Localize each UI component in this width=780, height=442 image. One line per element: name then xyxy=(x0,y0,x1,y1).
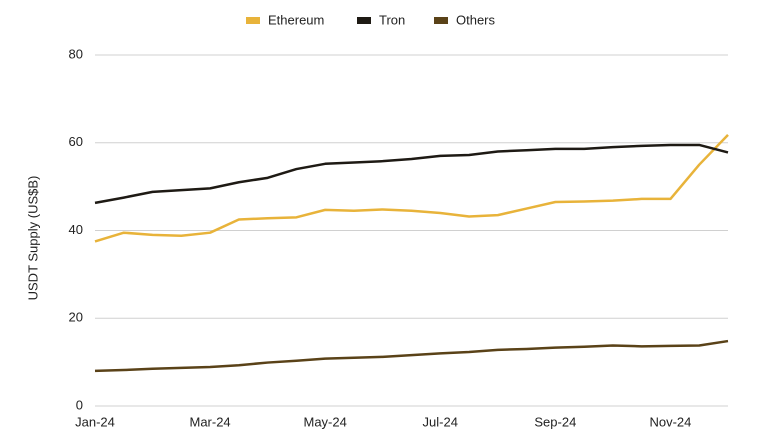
y-tick-label: 60 xyxy=(69,134,83,149)
legend-label: Tron xyxy=(379,12,405,27)
y-tick-label: 20 xyxy=(69,310,83,325)
legend-swatch xyxy=(246,17,260,24)
y-tick-label: 80 xyxy=(69,46,83,61)
legend-swatch xyxy=(434,17,448,24)
line xyxy=(94,339,729,373)
legend-label: Others xyxy=(456,12,496,27)
line xyxy=(94,143,729,205)
legend-label: Ethereum xyxy=(268,12,324,27)
x-tick-label: Mar-24 xyxy=(189,414,230,429)
y-tick-label: 40 xyxy=(69,222,83,237)
line xyxy=(94,133,729,243)
x-tick-label: Sep-24 xyxy=(534,414,576,429)
x-tick-label: Jul-24 xyxy=(423,414,458,429)
legend-swatch xyxy=(357,17,371,24)
y-tick-label: 0 xyxy=(76,397,83,412)
y-axis-label: USDT Supply (US$B) xyxy=(25,176,40,301)
x-tick-label: May-24 xyxy=(304,414,347,429)
x-tick-label: Nov-24 xyxy=(649,414,691,429)
x-tick-label: Jan-24 xyxy=(75,414,115,429)
